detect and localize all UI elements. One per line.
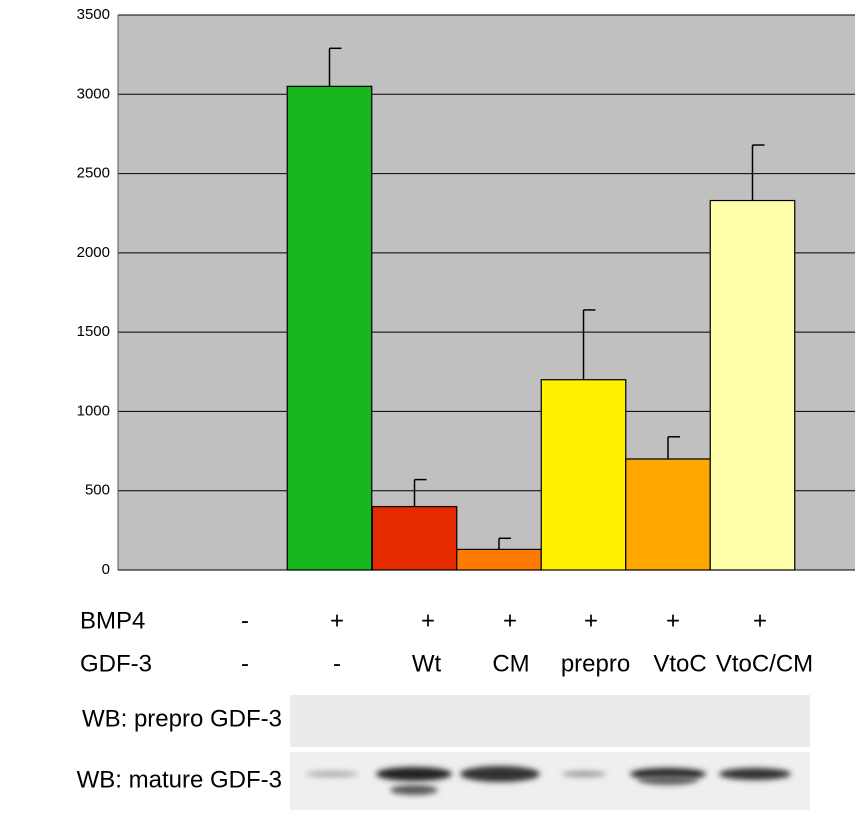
bar bbox=[710, 201, 795, 570]
row-cell: - bbox=[241, 650, 249, 677]
row-cell: - bbox=[333, 650, 341, 677]
row-cell: Wt bbox=[412, 650, 442, 677]
bar bbox=[626, 459, 711, 570]
bar bbox=[541, 380, 626, 570]
row-label: GDF-3 bbox=[80, 650, 152, 677]
y-tick-label: 500 bbox=[85, 482, 110, 499]
row-cell: + bbox=[421, 607, 435, 634]
y-tick-label: 1000 bbox=[77, 402, 110, 419]
y-tick-label: 2500 bbox=[77, 165, 110, 182]
blot-images bbox=[290, 695, 810, 810]
y-tick-label: 2000 bbox=[77, 244, 110, 261]
row-cell: prepro bbox=[561, 650, 630, 677]
row-cell: CM bbox=[492, 650, 529, 677]
row-cell: VtoC bbox=[653, 650, 706, 677]
y-tick-label: 3000 bbox=[77, 85, 110, 102]
row-cell: + bbox=[503, 607, 517, 634]
row-cell: - bbox=[241, 607, 249, 634]
row-cell: + bbox=[330, 607, 344, 634]
row-cell: + bbox=[666, 607, 680, 634]
row-cell: + bbox=[584, 607, 598, 634]
y-tick-label: 0 bbox=[102, 561, 110, 578]
bar bbox=[372, 507, 457, 570]
figure: 0 500 1000 1500 2000 2500 3000 3500 BMP4 - + + + + + + G… bbox=[0, 0, 858, 813]
blot-label: WB: prepro GDF-3 bbox=[82, 705, 282, 732]
row-cell: + bbox=[753, 607, 767, 634]
y-tick-label: 1500 bbox=[77, 323, 110, 340]
bar bbox=[287, 86, 372, 570]
row-cell: VtoC/CM bbox=[716, 650, 813, 677]
y-tick-label: 3500 bbox=[77, 6, 110, 23]
bar bbox=[457, 549, 542, 570]
blot-label: WB: mature GDF-3 bbox=[77, 766, 282, 793]
row-label: BMP4 bbox=[80, 607, 145, 634]
